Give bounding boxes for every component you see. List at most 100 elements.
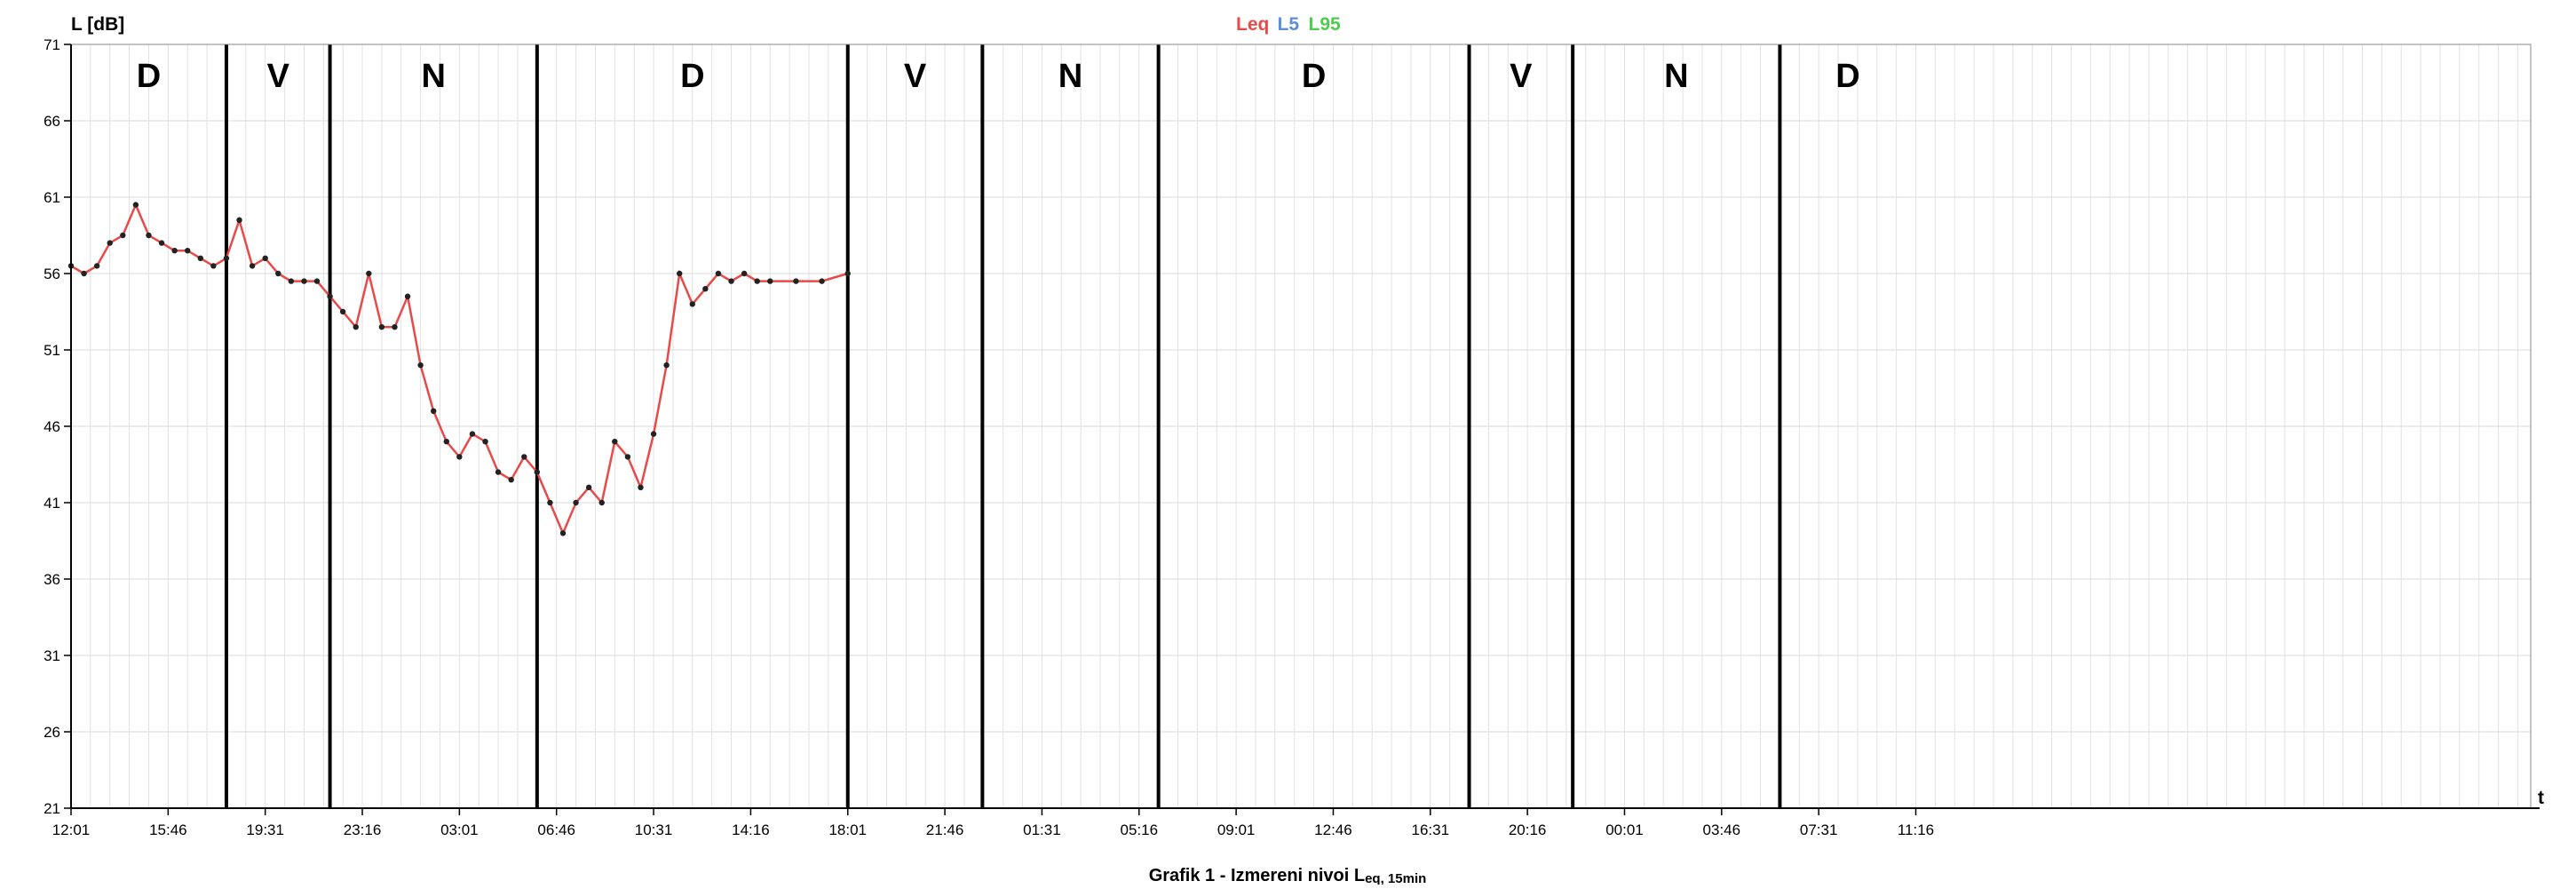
- axes: 21 26 31 36 41 46 51 56 61 66 71 12:01 15:46 19:31 23:…: [44, 36, 2540, 838]
- data-point: [107, 240, 113, 246]
- data-point: [559, 530, 567, 536]
- data-point: [573, 499, 579, 506]
- data-point: [120, 232, 126, 239]
- data-point: [754, 278, 760, 284]
- series-line: [70, 202, 849, 536]
- x-tick-label: 07:31: [1800, 822, 1838, 838]
- y-tick-label: 31: [44, 647, 60, 664]
- x-tick-label: 12:46: [1314, 822, 1352, 838]
- data-point: [819, 278, 825, 284]
- data-point: [81, 270, 87, 277]
- data-point: [443, 439, 449, 445]
- data-point: [288, 278, 295, 284]
- data-point: [158, 240, 165, 246]
- series-layer: [67, 202, 851, 536]
- y-axis-label: L [dB]: [71, 14, 124, 35]
- data-point: [404, 293, 411, 299]
- data-point: [624, 454, 631, 460]
- data-point: [508, 477, 514, 483]
- y-tick-label: 56: [44, 266, 60, 282]
- data-point: [301, 278, 307, 284]
- chart-title-main: Grafik 1 - Izmereni nivoi L: [1149, 866, 1365, 885]
- x-tick-label: 03:46: [1703, 822, 1741, 838]
- legend-item: L95: [1309, 14, 1342, 35]
- x-tick-label: 10:31: [635, 822, 673, 838]
- data-point: [663, 362, 670, 369]
- x-tick-label: 14:16: [732, 822, 770, 838]
- data-point: [353, 324, 359, 330]
- data-point: [327, 293, 333, 299]
- y-tick-label: 66: [44, 113, 60, 130]
- legend: Leq L5 L95: [1236, 14, 1341, 35]
- y-tick-label: 61: [44, 189, 60, 206]
- period-label: D: [137, 58, 161, 95]
- period-label: D: [1835, 58, 1859, 95]
- period-label: V: [904, 58, 927, 95]
- x-tick-label: 06:46: [537, 822, 575, 838]
- period-label: V: [1510, 58, 1533, 95]
- data-point: [689, 301, 695, 307]
- x-tick-label: 18:01: [828, 822, 867, 838]
- x-tick-label: 23:16: [344, 822, 382, 838]
- data-point: [171, 248, 178, 254]
- data-point: [392, 324, 398, 330]
- x-tick-label: 20:16: [1509, 822, 1547, 838]
- x-tick-label: 15:46: [149, 822, 187, 838]
- y-tick-label: 46: [44, 418, 60, 435]
- y-tick-label: 26: [44, 724, 60, 741]
- period-label: N: [1664, 58, 1688, 95]
- period-label: D: [1302, 58, 1326, 95]
- y-tick-label: 36: [44, 571, 60, 588]
- data-point: [249, 263, 256, 269]
- data-point: [612, 439, 618, 445]
- legend-item: L5: [1278, 14, 1300, 35]
- data-point: [132, 202, 139, 208]
- x-tick-label: 16:31: [1412, 822, 1450, 838]
- chart-title: Grafik 1 - Izmereni nivoi Leq, 15min: [1149, 866, 1427, 885]
- x-tick-label: 01:31: [1023, 822, 1061, 838]
- data-point: [197, 255, 203, 261]
- data-point: [93, 263, 100, 269]
- data-point: [793, 278, 799, 284]
- x-axis-label: t: [2538, 788, 2544, 808]
- chart-title-subscript: eq, 15min: [1365, 871, 1426, 885]
- data-point: [417, 362, 424, 369]
- data-point: [146, 232, 152, 239]
- x-tick-label: 12:01: [52, 822, 91, 838]
- data-point: [728, 278, 734, 284]
- period-label: V: [267, 58, 290, 95]
- data-point: [521, 454, 527, 460]
- data-point: [185, 248, 191, 254]
- y-tick-label: 41: [44, 495, 60, 512]
- data-point: [844, 270, 851, 277]
- data-point: [547, 499, 553, 506]
- data-point: [469, 431, 476, 437]
- data-point: [638, 484, 644, 490]
- x-tick-label: 03:01: [440, 822, 479, 838]
- x-tick-label: 19:31: [246, 822, 284, 838]
- data-point: [378, 324, 385, 330]
- data-point: [741, 270, 748, 277]
- data-point: [223, 255, 230, 261]
- data-point: [366, 270, 372, 277]
- data-point: [598, 499, 605, 506]
- data-point: [236, 217, 242, 223]
- legend-item: Leq: [1236, 14, 1269, 35]
- data-point: [702, 286, 709, 292]
- data-point: [210, 263, 217, 269]
- data-point: [650, 431, 657, 437]
- data-point: [677, 270, 683, 277]
- period-label: N: [421, 58, 445, 95]
- period-label: N: [1058, 58, 1082, 95]
- period-label: D: [680, 58, 704, 95]
- data-point: [715, 270, 722, 277]
- data-point: [262, 255, 268, 261]
- data-point: [313, 278, 321, 284]
- x-tick-label: 11:16: [1898, 822, 1934, 838]
- data-point: [431, 408, 437, 414]
- y-tick-label: 21: [44, 800, 60, 817]
- data-point: [534, 469, 541, 475]
